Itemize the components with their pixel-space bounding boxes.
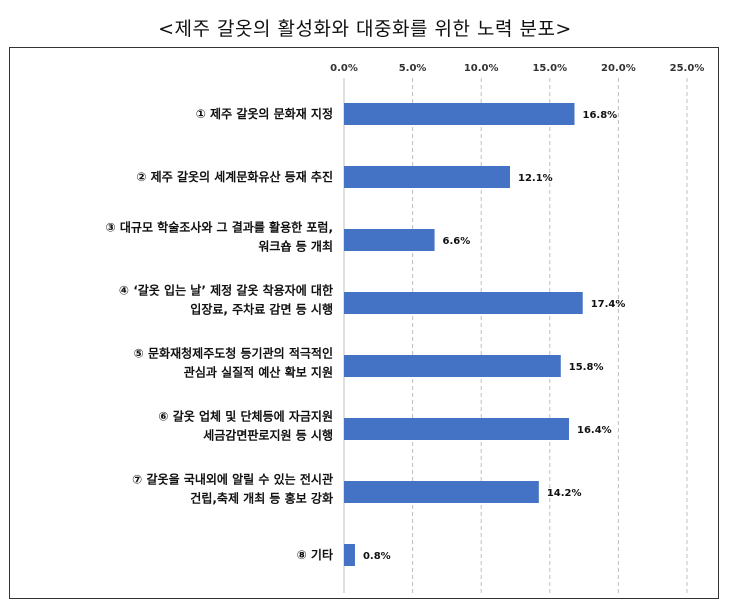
- data-label: 6.6%: [443, 236, 471, 247]
- category-label-line: 입장료, 주차료 감면 등 시행: [190, 302, 333, 317]
- category-label-line: ③ 대규모 학술조사와 그 결과를 활용한 포럼,: [106, 220, 333, 235]
- bar-chart: 0.0% 5.0% 10.0% 15.0% 20.0% 25.0% 16.8% ① 제주 갈옷…: [106, 63, 705, 593]
- bar: [344, 166, 511, 188]
- data-label: 17.4%: [591, 299, 626, 310]
- data-label: 15.8%: [569, 362, 604, 373]
- category-label: ② 제주 갈옷의 세계문화유산 등재 추진: [136, 169, 333, 184]
- chart-frame: 0.0% 5.0% 10.0% 15.0% 20.0% 25.0% 16.8% ① 제주 갈옷…: [9, 47, 719, 599]
- category-label-line: 건립,축제 개최 등 홍보 강화: [190, 491, 333, 506]
- x-tick-label: 10.0%: [464, 63, 499, 74]
- category-label: ⑧ 기타: [297, 547, 333, 562]
- x-tick-label: 0.0%: [330, 63, 358, 74]
- data-label: 16.8%: [582, 110, 617, 121]
- bar: [344, 229, 435, 251]
- category-label-line: 워크숍 등 개최: [258, 239, 333, 254]
- category-label-line: 세금감면판로지원 등 시행: [203, 428, 333, 443]
- category-label-line: ② 제주 갈옷의 세계문화유산 등재 추진: [136, 169, 333, 184]
- data-label: 0.8%: [363, 551, 391, 562]
- data-label: 12.1%: [518, 173, 553, 184]
- category-label-line: ⑧ 기타: [297, 547, 333, 562]
- data-label: 14.2%: [547, 488, 582, 499]
- bar: [344, 103, 575, 125]
- x-tick-label: 25.0%: [670, 63, 705, 74]
- category-label-line: ⑦ 갈옷을 국내외에 알릴 수 있는 전시관: [132, 472, 333, 487]
- bar: [344, 355, 561, 377]
- category-label: ① 제주 갈옷의 문화재 지정: [196, 106, 333, 121]
- x-tick-label: 5.0%: [399, 63, 427, 74]
- bar: [344, 292, 583, 314]
- bar: [344, 418, 570, 440]
- x-tick-label: 20.0%: [601, 63, 636, 74]
- category-label-line: ⑥ 갈옷 업체 및 단체등에 자금지원: [158, 409, 333, 424]
- category-label-line: ① 제주 갈옷의 문화재 지정: [196, 106, 333, 121]
- category-label-line: ⑤ 문화재청제주도청 등기관의 적극적인: [134, 346, 333, 361]
- category-label: ③ 대규모 학술조사와 그 결과를 활용한 포럼, 워크숍 등 개최: [106, 220, 333, 254]
- category-label-line: 관심과 실질적 예산 확보 지원: [184, 365, 333, 380]
- category-label-line: ④ ‘갈옷 입는 날’ 제정 갈옷 착용자에 대한: [119, 283, 333, 298]
- chart-title: <제주 갈옷의 활성화와 대중화를 위한 노력 분포>: [158, 18, 572, 40]
- bar: [344, 481, 539, 503]
- data-label: 16.4%: [577, 425, 612, 436]
- bar: [344, 544, 355, 566]
- x-tick-label: 15.0%: [532, 63, 567, 74]
